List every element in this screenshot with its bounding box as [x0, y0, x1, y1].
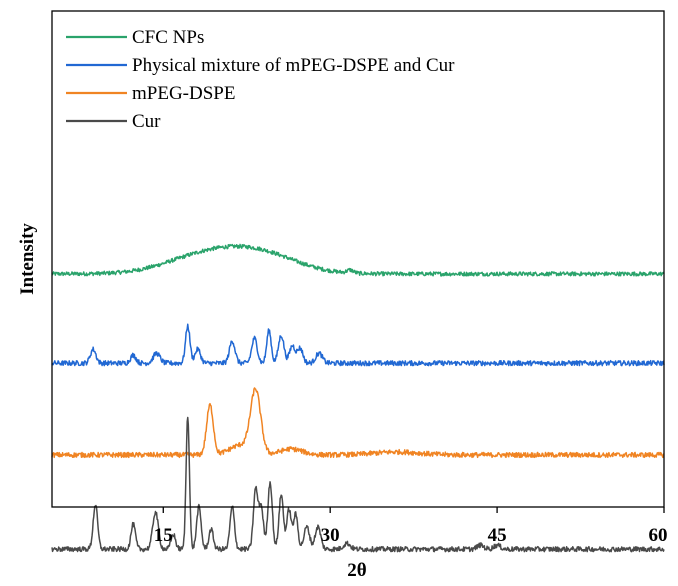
legend-label-3: Cur [132, 111, 161, 132]
x-tick-label: 30 [321, 525, 340, 546]
legend-label-0: CFC NPs [132, 27, 204, 48]
series-line-0 [51, 243, 665, 277]
plot-lines [51, 243, 665, 553]
plot-frame [51, 10, 665, 508]
x-axis-ticks: 15 30 45 60 [154, 507, 668, 546]
series-line-2 [51, 387, 665, 459]
y-axis-title: Intensity [17, 223, 38, 295]
x-tick-label: 45 [488, 525, 507, 546]
x-tick-label: 60 [649, 525, 668, 546]
series-line-3 [51, 416, 665, 553]
x-axis-title: 2θ [347, 560, 367, 581]
legend: CFC NPs Physical mixture of mPEG-DSPE and… [66, 27, 455, 132]
x-tick-label: 15 [154, 525, 173, 546]
legend-label-2: mPEG-DSPE [132, 83, 235, 104]
legend-label-1: Physical mixture of mPEG-DSPE and Cur [132, 55, 455, 76]
series-line-1 [51, 323, 665, 367]
